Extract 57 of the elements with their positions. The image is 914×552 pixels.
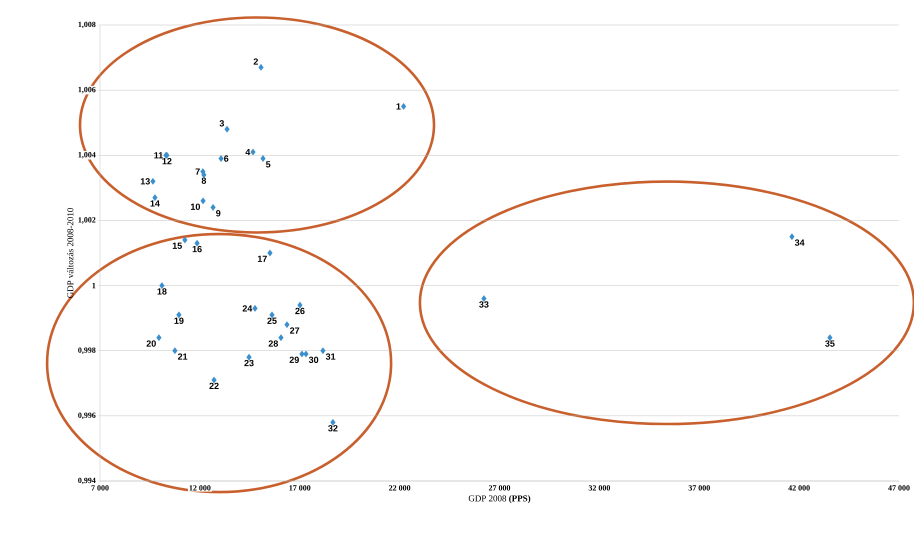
point [218, 155, 224, 162]
annotation: 32 [328, 425, 338, 432]
annotation: 16 [192, 246, 202, 252]
point [789, 233, 795, 240]
point [200, 197, 206, 204]
x-axis-title: GDP 2008 (PPS) [468, 495, 530, 504]
annotation: 9 [216, 210, 220, 216]
annotation: 5 [266, 161, 270, 168]
point [258, 64, 264, 71]
annotation: 26 [295, 308, 305, 314]
point [250, 148, 256, 156]
annotation: 2 [254, 58, 258, 65]
point [320, 347, 326, 354]
point [401, 103, 406, 110]
annotation: 15 [172, 242, 182, 249]
point [182, 236, 188, 244]
annotation: 20 [146, 340, 156, 347]
annotation: 3 [220, 120, 224, 127]
point [150, 178, 156, 185]
annotation: 34 [794, 239, 805, 246]
annotation: 27 [290, 327, 300, 334]
annotation: 17 [258, 256, 267, 262]
annotation: 23 [244, 360, 254, 366]
point [210, 204, 216, 211]
point [224, 126, 230, 133]
annotation: 31 [326, 353, 336, 360]
annotation: 10 [190, 204, 200, 210]
annotation: 6 [224, 155, 228, 162]
annotation: 18 [158, 288, 167, 295]
annotation: 4 [245, 148, 250, 156]
annotation: 19 [174, 318, 184, 324]
annotation: 29 [290, 356, 299, 364]
annotation: 25 [267, 318, 277, 324]
annotation: 28 [268, 340, 278, 347]
point [260, 155, 266, 162]
point [299, 350, 305, 358]
point [267, 250, 273, 256]
annotation: 30 [308, 356, 318, 364]
annotation: 8 [202, 178, 206, 184]
annotation: 35 [825, 340, 835, 347]
point [252, 304, 258, 312]
point [278, 334, 284, 342]
annotation: 21 [178, 353, 188, 360]
annotation: 33 [479, 301, 489, 308]
point [303, 350, 309, 358]
annotation: 22 [209, 382, 219, 389]
y-axis-title: GDP változás 2008-2010 [67, 208, 74, 298]
point [172, 347, 178, 354]
point [284, 321, 290, 328]
point [156, 334, 162, 342]
annotation: 12 [162, 158, 172, 164]
annotation: 7 [196, 168, 200, 175]
annotation: 11 [154, 152, 163, 158]
annotation: 24 [242, 305, 252, 312]
annotation: 13 [140, 178, 150, 185]
annotation: 14 [150, 200, 160, 206]
annotation: 1 [396, 103, 401, 110]
